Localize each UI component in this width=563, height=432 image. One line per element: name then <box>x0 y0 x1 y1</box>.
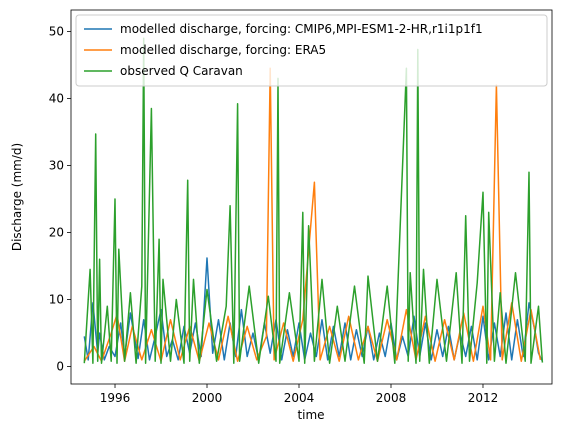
y-tick-label: 40 <box>49 91 64 105</box>
y-tick-label: 30 <box>49 158 64 172</box>
x-tick-label: 2004 <box>284 391 315 405</box>
y-tick-label: 50 <box>49 24 64 38</box>
legend-box <box>75 14 548 87</box>
x-tick-label: 2000 <box>192 391 223 405</box>
y-tick-label: 0 <box>56 360 64 374</box>
series-line-1 <box>83 257 544 362</box>
y-tick-label: 20 <box>49 226 64 240</box>
legend-label: observed Q Caravan <box>120 64 243 78</box>
x-tick-label: 2008 <box>376 391 407 405</box>
x-axis-label: time <box>297 408 324 422</box>
y-axis-label: Discharge (mm/d) <box>10 143 24 251</box>
series-layer <box>83 37 544 364</box>
series-line-3 <box>83 37 544 364</box>
x-axis: 1996 2000 2004 2008 2012 <box>100 384 499 405</box>
legend-label: modelled discharge, forcing: CMIP6,MPI-E… <box>120 22 483 36</box>
plot-frame <box>70 9 553 385</box>
legend: modelled discharge, forcing: CMIP6,MPI-E… <box>75 14 548 87</box>
y-tick-label: 10 <box>49 293 64 307</box>
legend-label: modelled discharge, forcing: ERA5 <box>120 43 326 57</box>
x-tick-label: 1996 <box>100 391 131 405</box>
x-tick-label: 2012 <box>468 391 499 405</box>
y-axis: 0 10 20 30 40 50 <box>49 24 71 374</box>
